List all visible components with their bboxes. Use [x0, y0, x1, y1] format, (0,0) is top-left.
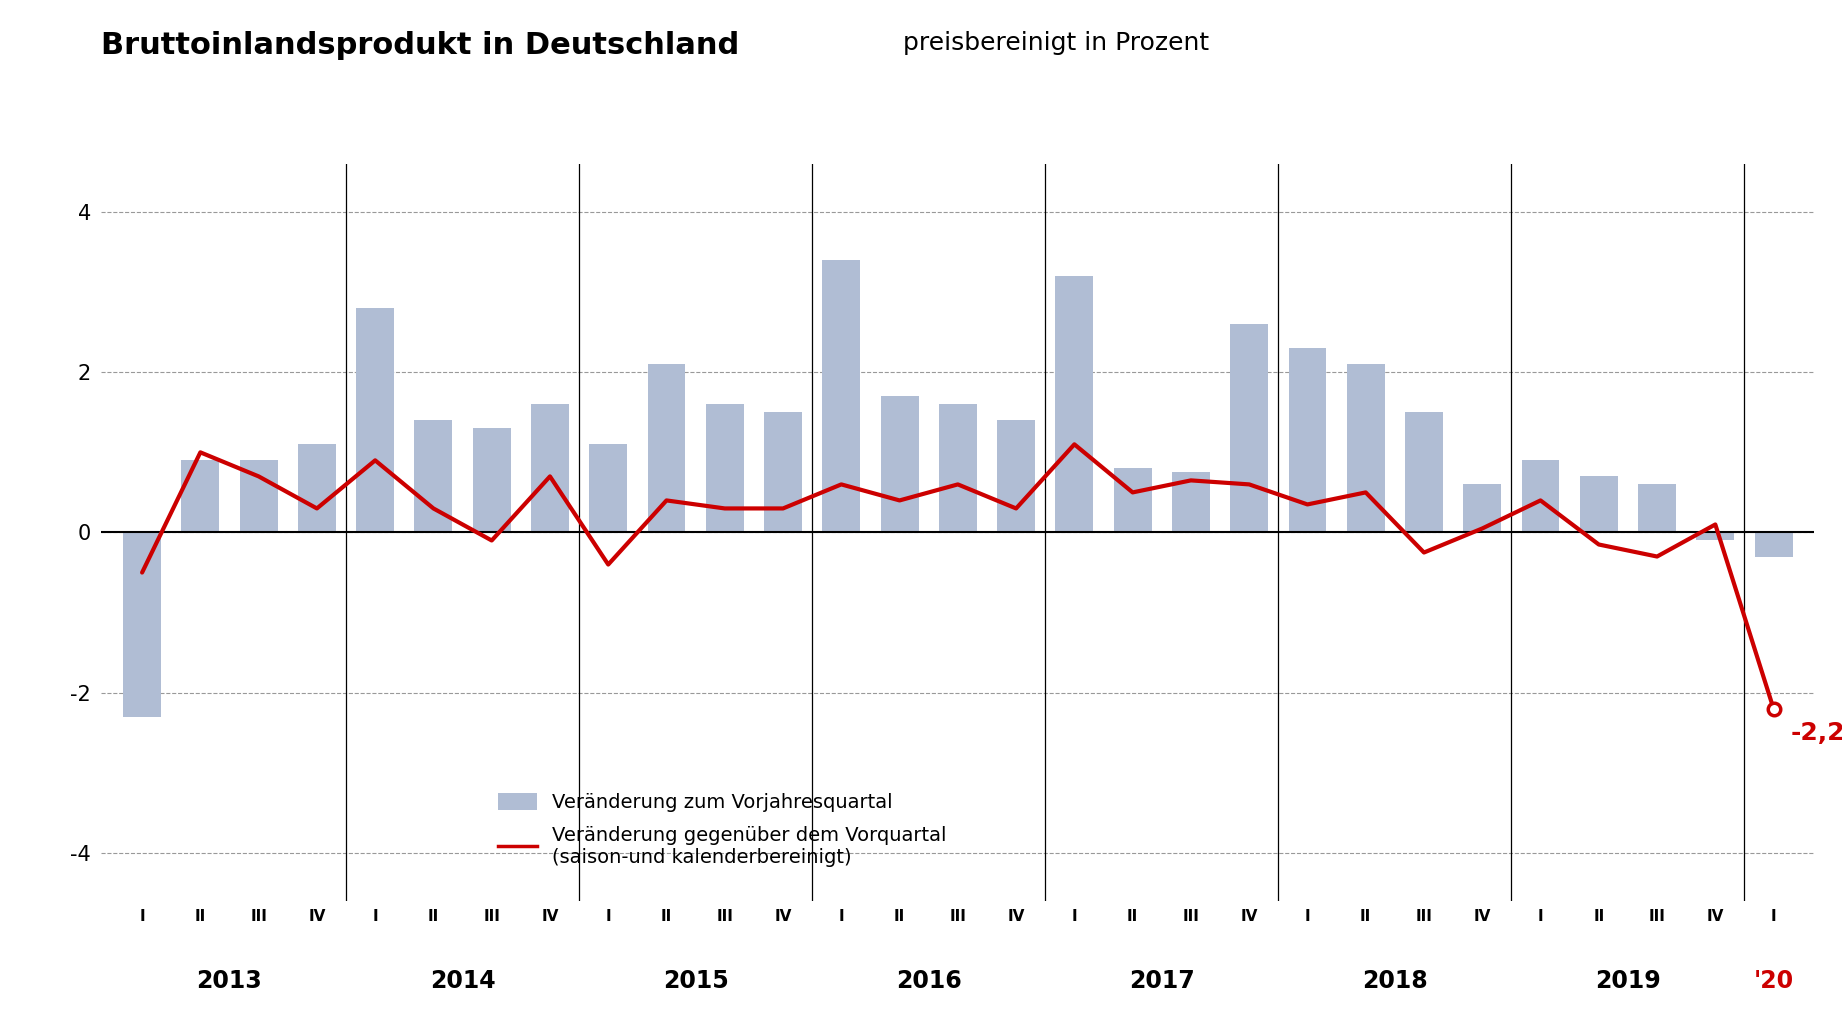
Text: 2013: 2013 [197, 970, 262, 993]
Bar [414, 420, 453, 532]
Text: 2019: 2019 [1595, 970, 1661, 993]
Text: '20: '20 [1754, 970, 1794, 993]
Bar [997, 420, 1035, 532]
Bar [822, 260, 860, 532]
Text: 2016: 2016 [895, 970, 962, 993]
Text: -2,2: -2,2 [1790, 721, 1842, 744]
Bar [473, 428, 510, 532]
Bar [298, 444, 335, 532]
Bar [1230, 325, 1267, 532]
Bar [1696, 532, 1735, 541]
Bar [705, 404, 744, 532]
Text: 2015: 2015 [663, 970, 729, 993]
Bar [1580, 476, 1617, 532]
Bar [1463, 484, 1501, 532]
Bar [939, 404, 976, 532]
Legend: Veränderung zum Vorjahresquartal, Veränderung gegenüber dem Vorquartal
(saison-u: Veränderung zum Vorjahresquartal, Veränd… [488, 783, 956, 877]
Bar [1172, 472, 1210, 532]
Bar [764, 413, 801, 532]
Text: 2014: 2014 [429, 970, 495, 993]
Text: preisbereinigt in Prozent: preisbereinigt in Prozent [903, 31, 1208, 54]
Bar [239, 461, 278, 532]
Bar [356, 308, 394, 532]
Bar [1289, 348, 1326, 532]
Bar [123, 532, 160, 717]
Bar [589, 444, 626, 532]
Bar [530, 404, 569, 532]
Text: Bruttoinlandsprodukt in Deutschland: Bruttoinlandsprodukt in Deutschland [101, 31, 739, 59]
Bar [648, 365, 685, 532]
Bar [880, 396, 919, 532]
Bar [1114, 468, 1151, 532]
Bar [1638, 484, 1676, 532]
Bar [1405, 413, 1442, 532]
Bar [1055, 276, 1094, 532]
Text: 2017: 2017 [1129, 970, 1195, 993]
Bar [181, 461, 219, 532]
Bar [1521, 461, 1560, 532]
Bar [1755, 532, 1792, 556]
Text: 2018: 2018 [1361, 970, 1428, 993]
Bar [1347, 365, 1385, 532]
